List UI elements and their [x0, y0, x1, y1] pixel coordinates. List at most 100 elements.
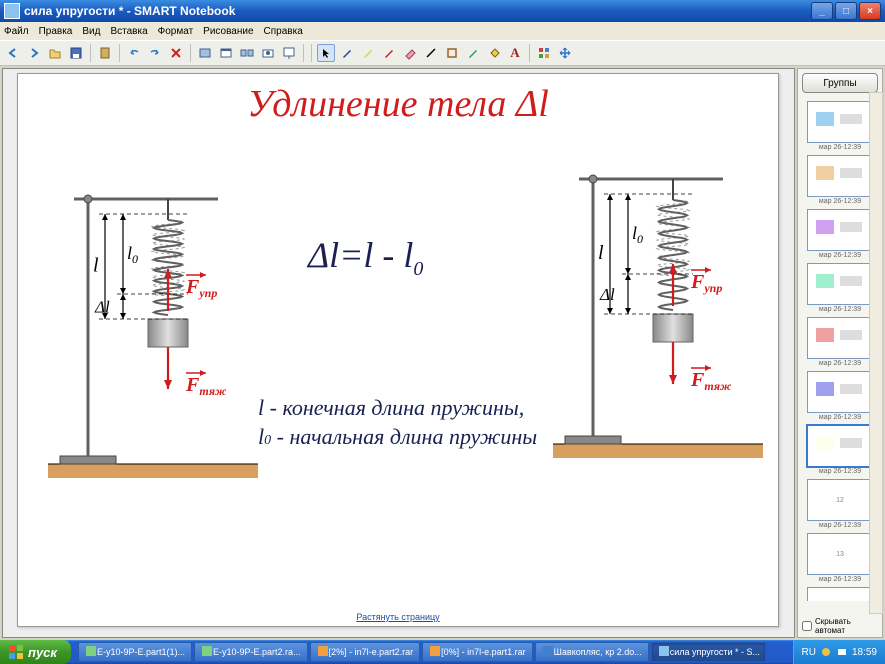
line-button[interactable]	[422, 44, 440, 62]
thumbnail-timestamp: мар 26-12:39	[800, 414, 880, 421]
screen2-button[interactable]	[217, 44, 235, 62]
svg-text:Fупр: Fупр	[185, 276, 217, 300]
menu-edit[interactable]: Правка	[39, 26, 73, 37]
taskbar: пуск E-y10-9P-E.part1(1)... E-y10-9P-E.p…	[0, 640, 885, 664]
menu-view[interactable]: Вид	[82, 26, 100, 37]
svg-text:Δl: Δl	[599, 285, 615, 304]
forward-button[interactable]	[25, 44, 43, 62]
thumbnail[interactable]: 13	[807, 533, 873, 575]
app-icon	[4, 3, 20, 19]
page-title: Удлинение тела Δl	[18, 82, 778, 126]
page[interactable]: Удлинение тела Δl Δl=l - l0 l - конечная…	[17, 73, 779, 627]
menu-format[interactable]: Формат	[158, 26, 194, 37]
dual-button[interactable]	[238, 44, 256, 62]
thumbnail-timestamp: мар 26-12:39	[800, 522, 880, 529]
pointer-button[interactable]	[317, 44, 335, 62]
thumbnail-timestamp: мар 26-12:39	[800, 576, 880, 583]
svg-text:Fтяж: Fтяж	[690, 369, 732, 393]
extend-page-link[interactable]: Растянуть страницу	[18, 612, 778, 622]
diagram-right: l l0 Δl Fупр Fтяж	[553, 154, 763, 474]
thumbnail[interactable]	[807, 317, 873, 359]
undo-button[interactable]	[125, 44, 143, 62]
formula: Δl=l - l0	[308, 234, 423, 281]
diagram-left: l l0 Δl Fупр Fтяж	[48, 174, 258, 494]
pen-red-button[interactable]	[380, 44, 398, 62]
pen2-button[interactable]	[464, 44, 482, 62]
hide-auto-checkbox[interactable]	[802, 621, 812, 631]
redo-button[interactable]	[146, 44, 164, 62]
toolbar: A	[0, 40, 885, 66]
minimize-button[interactable]: _	[811, 2, 833, 20]
task-item[interactable]: E-y10-9P-E.part1(1)...	[78, 642, 192, 662]
thumbnail[interactable]	[807, 209, 873, 251]
shape-button[interactable]	[443, 44, 461, 62]
open-button[interactable]	[46, 44, 64, 62]
thumbnail[interactable]	[807, 425, 873, 467]
thumbnail-timestamp: мар 26-12:39	[800, 468, 880, 475]
menu-insert[interactable]: Вставка	[110, 26, 147, 37]
save-button[interactable]	[67, 44, 85, 62]
groups-button[interactable]: Группы	[802, 73, 878, 93]
svg-text:l: l	[598, 242, 604, 264]
thumbnail-timestamp: мар 26-12:39	[800, 360, 880, 367]
maximize-button[interactable]: □	[835, 2, 857, 20]
hide-auto-row: Скрывать автомат	[798, 615, 882, 637]
tray-icon[interactable]	[820, 646, 832, 658]
task-item[interactable]: E-y10-9P-E.part2.ra...	[194, 642, 308, 662]
system-tray[interactable]: RU 18:59	[793, 640, 885, 664]
sidebar-scrollbar[interactable]	[869, 92, 883, 614]
svg-text:Δl: Δl	[94, 298, 110, 317]
task-item[interactable]: сила упругости * - S...	[651, 642, 766, 662]
tray-clock: 18:59	[852, 647, 877, 658]
legend: l - конечная длина пружины, l0 - начальн…	[258, 394, 538, 451]
legend-line1: l - конечная длина пружины,	[258, 394, 538, 423]
tray-lang[interactable]: RU	[802, 647, 816, 658]
delete-button[interactable]	[167, 44, 185, 62]
close-button[interactable]: ×	[859, 2, 881, 20]
canvas-area[interactable]: Удлинение тела Δl Δl=l - l0 l - конечная…	[2, 68, 795, 638]
fill-button[interactable]	[485, 44, 503, 62]
thumbnail[interactable]	[807, 155, 873, 197]
side-panel: Группы мар 26-12:39 мар 26-12:39 мар 26-12…	[797, 68, 883, 638]
thumbnail-timestamp: мар 26-12:39	[800, 306, 880, 313]
text-button[interactable]: A	[506, 44, 524, 62]
paste-button[interactable]	[96, 44, 114, 62]
pen-blue-button[interactable]	[338, 44, 356, 62]
windows-logo-icon	[8, 644, 24, 660]
window-title: сила упругости * - SMART Notebook	[24, 4, 809, 18]
thumbnail[interactable]	[807, 101, 873, 143]
svg-text:l: l	[93, 255, 99, 277]
task-item[interactable]: Шавкопляс, кр 2.do...	[535, 642, 649, 662]
tray-icon[interactable]	[836, 646, 848, 658]
start-label: пуск	[28, 645, 57, 660]
menu-help[interactable]: Справка	[264, 26, 303, 37]
eraser-button[interactable]	[401, 44, 419, 62]
screen1-button[interactable]	[196, 44, 214, 62]
back-button[interactable]	[4, 44, 22, 62]
task-item[interactable]: [2%] - in7l-e.part2.rar	[310, 642, 421, 662]
thumbnail-timestamp: мар 26-12:39	[800, 144, 880, 151]
board-button[interactable]	[280, 44, 298, 62]
svg-text:Fтяж: Fтяж	[185, 374, 227, 398]
highlighter-button[interactable]	[359, 44, 377, 62]
thumbnail[interactable]	[807, 371, 873, 413]
props-button[interactable]	[535, 44, 553, 62]
thumbnail[interactable]	[807, 263, 873, 305]
menu-draw[interactable]: Рисование	[203, 26, 253, 37]
thumbnail-timestamp: мар 26-12:39	[800, 252, 880, 259]
start-button[interactable]: пуск	[0, 640, 71, 664]
capture-button[interactable]	[259, 44, 277, 62]
workspace: Удлинение тела Δl Δl=l - l0 l - конечная…	[0, 66, 885, 640]
move-button[interactable]	[556, 44, 574, 62]
menu-file[interactable]: Файл	[4, 26, 29, 37]
thumbnail[interactable]: 12	[807, 479, 873, 521]
task-item[interactable]: [0%] - in7l-e.part1.rar	[422, 642, 533, 662]
menu-bar: Файл Правка Вид Вставка Формат Рисование…	[0, 22, 885, 40]
legend-line2: l0 - начальная длина пружины	[258, 423, 538, 452]
thumbnail[interactable]: 14	[807, 587, 873, 601]
title-bar: сила упругости * - SMART Notebook _ □ ×	[0, 0, 885, 22]
svg-text:l0: l0	[127, 243, 138, 266]
thumbnail-timestamp: мар 26-12:39	[800, 198, 880, 205]
svg-text:l0: l0	[632, 223, 643, 246]
hide-auto-label: Скрывать автомат	[815, 617, 878, 635]
